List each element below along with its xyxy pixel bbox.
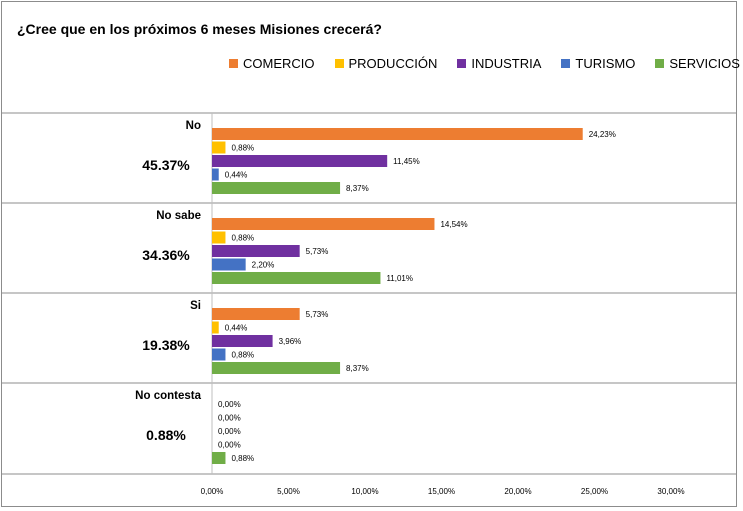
legend-item-industria: INDUSTRIA — [457, 56, 541, 71]
data-label: 0,88% — [231, 351, 254, 360]
chart-title: ¿Cree que en los próximos 6 meses Mision… — [17, 21, 382, 37]
legend-item-comercio: COMERCIO — [229, 56, 315, 71]
data-label: 11,45% — [393, 157, 420, 166]
data-label: 0,00% — [218, 400, 241, 409]
data-label: 0,00% — [218, 414, 241, 423]
x-tick-label: 30,00% — [657, 487, 684, 496]
legend-swatch — [561, 59, 571, 68]
data-label: 14,54% — [440, 220, 467, 229]
bar-industria — [212, 335, 273, 347]
bar-industria — [212, 245, 300, 257]
data-label: 0,88% — [231, 454, 254, 463]
bar-producción — [212, 141, 226, 154]
legend-label: COMERCIO — [243, 56, 315, 71]
bar-industria — [212, 155, 388, 167]
bar-producción — [212, 231, 226, 244]
legend-label: PRODUCCIÓN — [348, 56, 438, 71]
data-label: 8,37% — [346, 184, 369, 193]
category-label: No contesta — [135, 390, 201, 402]
category-label: No sabe — [156, 210, 201, 222]
category-total: 0.88% — [146, 427, 186, 443]
category-total: 45.37% — [142, 157, 190, 173]
legend-item-producción: PRODUCCIÓN — [334, 56, 438, 71]
legend-swatch — [655, 59, 665, 68]
x-tick-label: 0,00% — [201, 487, 224, 496]
legend-label: TURISMO — [575, 56, 636, 71]
legend-label: INDUSTRIA — [471, 56, 542, 71]
bar-servicios — [212, 362, 341, 374]
x-tick-label: 25,00% — [581, 487, 608, 496]
legend-swatch — [334, 59, 344, 68]
bar-comercio — [212, 128, 583, 140]
legend-swatch — [457, 59, 467, 68]
x-tick-label: 10,00% — [351, 487, 378, 496]
data-label: 3,96% — [279, 337, 302, 346]
data-label: 11,01% — [386, 274, 413, 283]
bar-turismo — [212, 258, 246, 271]
bar-comercio — [212, 218, 435, 230]
data-label: 0,44% — [225, 324, 248, 333]
legend-swatch — [229, 59, 238, 68]
bar-servicios — [212, 182, 341, 194]
category-label: No — [186, 120, 201, 132]
bar-servicios — [212, 272, 381, 284]
category-label: Si — [190, 300, 201, 312]
bar-servicios — [212, 452, 226, 464]
data-label: 2,20% — [252, 261, 275, 270]
data-label: 0,88% — [231, 144, 254, 153]
category-total: 19.38% — [142, 337, 190, 353]
legend-item-turismo: TURISMO — [561, 56, 635, 71]
data-label: 0,88% — [231, 234, 254, 243]
data-label: 0,44% — [225, 171, 248, 180]
bar-producción — [212, 321, 219, 334]
data-label: 5,73% — [306, 310, 329, 319]
data-label: 5,73% — [306, 247, 329, 256]
chart-legend: COMERCIO PRODUCCIÓN INDUSTRIA TURISMO SERVIC… — [229, 56, 740, 71]
data-label: 0,00% — [218, 441, 241, 450]
data-label: 8,37% — [346, 364, 369, 373]
x-tick-label: 5,00% — [277, 487, 300, 496]
data-label: 0,00% — [218, 427, 241, 436]
data-label: 24,23% — [589, 130, 616, 139]
bar-comercio — [212, 308, 300, 320]
bar-turismo — [212, 348, 226, 361]
legend-item-servicios: SERVICIOS — [655, 56, 740, 71]
bar-turismo — [212, 168, 219, 181]
category-total: 34.36% — [142, 247, 190, 263]
x-tick-label: 20,00% — [504, 487, 531, 496]
legend-label: SERVICIOS — [669, 56, 740, 71]
x-tick-label: 15,00% — [428, 487, 455, 496]
